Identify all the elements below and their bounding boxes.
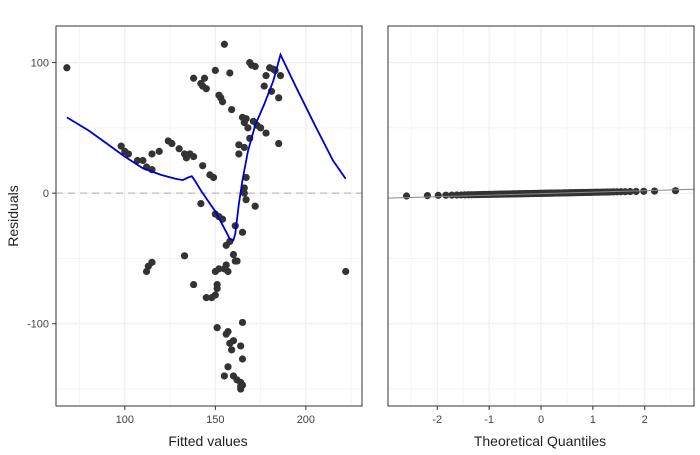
data-point xyxy=(117,142,125,150)
data-point xyxy=(262,129,270,137)
x-axis-label-qq: Theoretical Quantiles xyxy=(474,433,606,449)
data-point xyxy=(197,199,205,208)
data-point xyxy=(238,228,247,236)
data-point xyxy=(240,189,248,197)
x-tick-label: 2 xyxy=(642,414,648,426)
data-point xyxy=(228,105,236,114)
data-point xyxy=(242,196,250,204)
data-point xyxy=(275,94,283,102)
data-point xyxy=(251,202,259,210)
data-point xyxy=(229,250,238,259)
data-point xyxy=(180,252,189,260)
qq-reference-line xyxy=(387,188,695,199)
qq-point xyxy=(434,191,442,199)
data-point xyxy=(238,381,247,389)
panel-border xyxy=(55,25,363,407)
data-point xyxy=(235,141,243,149)
qq-point xyxy=(442,191,450,199)
data-point xyxy=(133,156,142,165)
residual-points xyxy=(63,40,350,393)
data-point xyxy=(168,139,176,148)
x-tick-label: -1 xyxy=(484,414,494,426)
x-axis-label: Fitted values xyxy=(168,433,247,449)
qq-plot-panel: -2 -1 0 1 2 xyxy=(387,25,695,426)
gridlines xyxy=(388,26,694,406)
smooth-line xyxy=(66,52,347,242)
qq-point xyxy=(671,187,680,195)
data-point xyxy=(200,74,209,82)
qq-point xyxy=(448,191,456,199)
residuals-vs-fitted-panel: 100 150 200 -100 0 100 xyxy=(27,25,363,426)
y-tick-label: 0 xyxy=(43,188,49,200)
y-tick-label: -100 xyxy=(27,319,49,331)
data-point xyxy=(240,143,248,152)
qq-point xyxy=(640,187,648,195)
gridlines xyxy=(56,26,362,406)
data-point xyxy=(202,294,210,302)
data-point xyxy=(251,62,259,71)
data-point xyxy=(190,280,198,289)
data-point xyxy=(262,72,270,80)
data-point xyxy=(244,124,252,132)
data-point xyxy=(238,355,247,363)
y-axis-label: Residuals xyxy=(5,185,21,246)
data-point xyxy=(342,267,350,276)
data-point xyxy=(229,337,238,345)
data-point xyxy=(237,342,245,350)
data-point xyxy=(211,291,219,299)
data-point xyxy=(124,150,133,158)
qq-point xyxy=(632,187,640,196)
data-point xyxy=(220,372,228,380)
data-point xyxy=(220,40,228,48)
data-point xyxy=(148,150,156,158)
qq-point xyxy=(423,191,432,200)
data-point xyxy=(276,72,285,80)
data-point xyxy=(202,85,210,93)
x-tick-label: 1 xyxy=(590,414,596,426)
data-point xyxy=(139,156,147,165)
data-point xyxy=(218,98,227,106)
data-point xyxy=(228,346,236,354)
data-point xyxy=(224,267,232,276)
data-point xyxy=(242,173,250,182)
data-point xyxy=(240,184,248,192)
data-point xyxy=(190,74,198,82)
data-point xyxy=(213,324,221,332)
x-tick-label: 100 xyxy=(116,414,134,426)
data-point xyxy=(211,66,219,74)
y-tick-label: 100 xyxy=(31,58,49,70)
data-point xyxy=(226,69,234,77)
data-point xyxy=(215,265,223,273)
data-point xyxy=(257,124,265,132)
data-point xyxy=(260,82,268,90)
data-point xyxy=(148,258,156,266)
data-point xyxy=(224,327,232,336)
data-point xyxy=(209,173,218,182)
data-point xyxy=(224,363,232,371)
x-tick-label: -2 xyxy=(432,414,442,426)
x-tick-label: 200 xyxy=(297,414,315,426)
data-point xyxy=(190,152,198,161)
data-point xyxy=(213,280,221,289)
qq-point xyxy=(650,187,659,195)
data-point xyxy=(235,150,243,158)
data-point xyxy=(242,115,250,123)
x-tick-label: 0 xyxy=(538,414,544,426)
x-tick-label: 150 xyxy=(206,414,224,426)
qq-point xyxy=(402,192,411,200)
data-point xyxy=(238,318,247,327)
data-point xyxy=(175,145,183,153)
data-point xyxy=(233,257,241,265)
data-point xyxy=(155,147,163,155)
data-point xyxy=(142,267,151,276)
data-point xyxy=(63,64,71,72)
data-point xyxy=(222,261,230,269)
data-point xyxy=(199,162,207,170)
data-point xyxy=(275,139,283,148)
